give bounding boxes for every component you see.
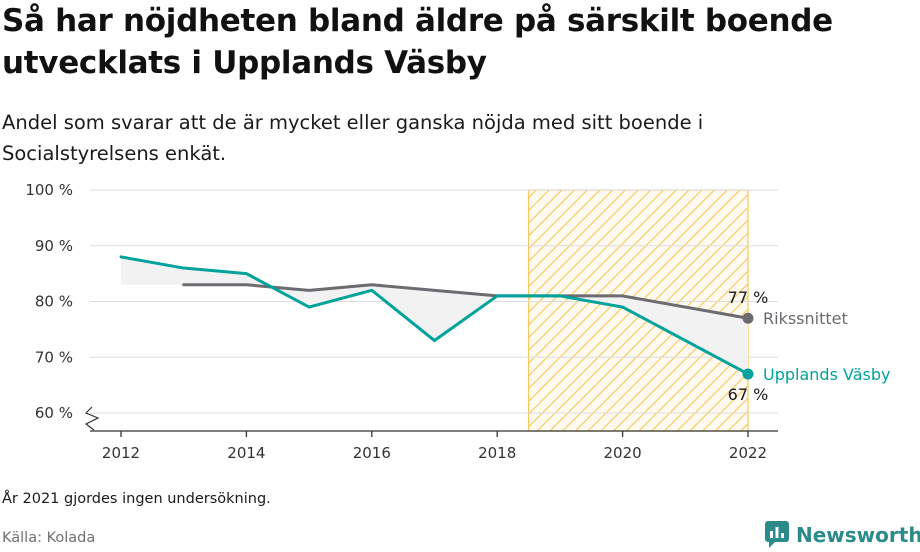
x-tick-label: 2020 bbox=[604, 444, 642, 462]
y-tick-label: 90 % bbox=[35, 237, 73, 255]
series-value-label-0: 67 % bbox=[728, 385, 769, 404]
series-end-point-1 bbox=[742, 312, 754, 324]
brand-logo[interactable]: Newsworthy bbox=[764, 520, 920, 550]
chart-title: Så har nöjdheten bland äldre på särskilt… bbox=[2, 3, 833, 81]
series-line-1 bbox=[182, 283, 750, 320]
series-name-label-0: Upplands Väsby bbox=[763, 365, 890, 384]
y-tick-label: 100 % bbox=[25, 181, 73, 199]
chart-subtitle: Andel som svarar att de är mycket eller … bbox=[2, 111, 704, 165]
x-tick-label: 2018 bbox=[478, 444, 516, 462]
line-chart: 60 % 70 % 80 % 90 % 100 % 2012 2014 2016 2018 202… bbox=[25, 181, 890, 462]
footnote: År 2021 gjordes ingen undersökning. bbox=[2, 491, 271, 507]
x-tick-label: 2016 bbox=[353, 444, 391, 462]
brand-name: Newsworthy bbox=[796, 523, 920, 547]
series-name-label-1: Rikssnittet bbox=[763, 309, 848, 328]
y-tick-label: 60 % bbox=[35, 404, 73, 422]
x-tick-label: 2012 bbox=[102, 444, 140, 462]
y-tick-label: 80 % bbox=[35, 293, 73, 311]
series-end-point-0 bbox=[742, 368, 754, 380]
y-tick-label: 70 % bbox=[35, 348, 73, 366]
difference-area bbox=[121, 256, 748, 374]
axis-break-icon bbox=[84, 406, 100, 431]
source-note: Källa: Kolada bbox=[2, 530, 96, 546]
x-tick-label: 2022 bbox=[729, 444, 767, 462]
series-line-0 bbox=[119, 255, 750, 376]
series-value-label-1: 77 % bbox=[728, 288, 769, 307]
newsworthy-logo-icon bbox=[765, 521, 789, 548]
x-tick-label: 2014 bbox=[227, 444, 265, 462]
